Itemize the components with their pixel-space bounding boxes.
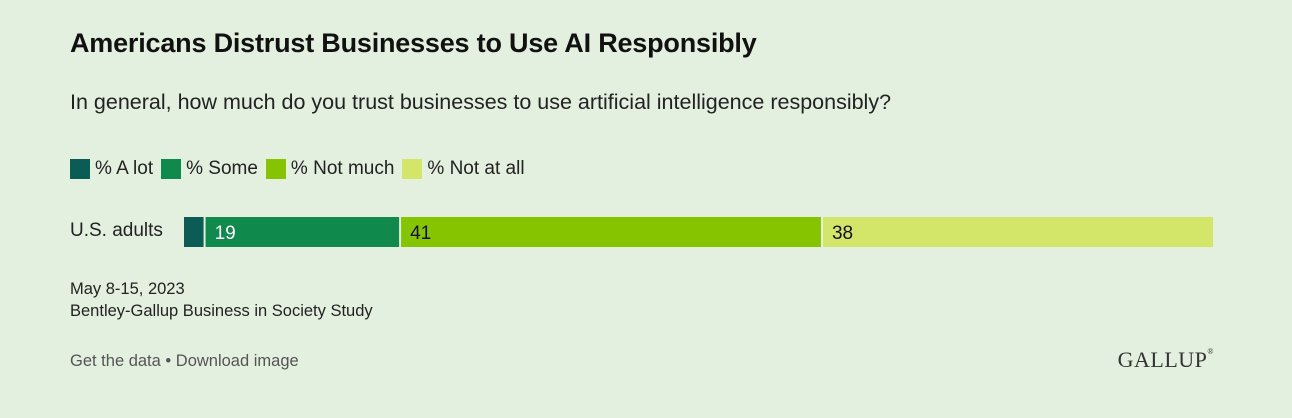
- get-data-link[interactable]: Get the data: [70, 352, 161, 370]
- legend-swatch: [265, 159, 286, 179]
- bar-data-label: 19: [215, 223, 236, 244]
- bar-segment-4: [821, 217, 1213, 247]
- legend-swatch: [70, 159, 90, 179]
- link-separator: •: [160, 352, 176, 370]
- footer-links: Get the data • Download image: [70, 352, 299, 371]
- category-label: U.S. adults: [70, 220, 163, 241]
- legend-label: % Not at all: [427, 158, 525, 179]
- logo-text: GALLUP: [1117, 347, 1208, 372]
- bar-segment-divider: [203, 217, 206, 247]
- bar-segment-divider: [399, 217, 402, 247]
- legend-item-not-at-all: % Not at all: [402, 158, 525, 180]
- survey-source: Bentley-Gallup Business in Society Study: [70, 302, 373, 320]
- chart-subtitle: In general, how much do you trust busine…: [70, 90, 892, 114]
- survey-date: May 8-15, 2023: [70, 280, 185, 298]
- bar-segment-divider: [820, 217, 823, 247]
- gallup-logo: GALLUP®: [1118, 347, 1214, 373]
- chart-title: Americans Distrust Businesses to Use AI …: [70, 28, 757, 58]
- bar-data-label: 38: [832, 223, 853, 244]
- legend-item-not-much: % Not much: [265, 158, 395, 180]
- download-image-link[interactable]: Download image: [175, 352, 299, 370]
- legend-label: % Not much: [290, 158, 395, 179]
- bar-segment-3: [400, 217, 822, 247]
- legend-label: % A lot: [95, 158, 154, 179]
- legend-item-some: % Some: [161, 158, 258, 180]
- bar-data-label: 41: [410, 223, 431, 244]
- bar-segment-1: [184, 217, 205, 247]
- bar-segment-2: [204, 217, 401, 247]
- legend-label: % Some: [186, 158, 258, 179]
- legend-item-a-lot: % A lot: [70, 158, 153, 180]
- legend-swatch: [161, 159, 182, 179]
- registered-mark: ®: [1207, 347, 1214, 356]
- legend-swatch: [402, 159, 423, 179]
- chart-legend: % A lot % Some % Not much % Not at all: [70, 158, 533, 180]
